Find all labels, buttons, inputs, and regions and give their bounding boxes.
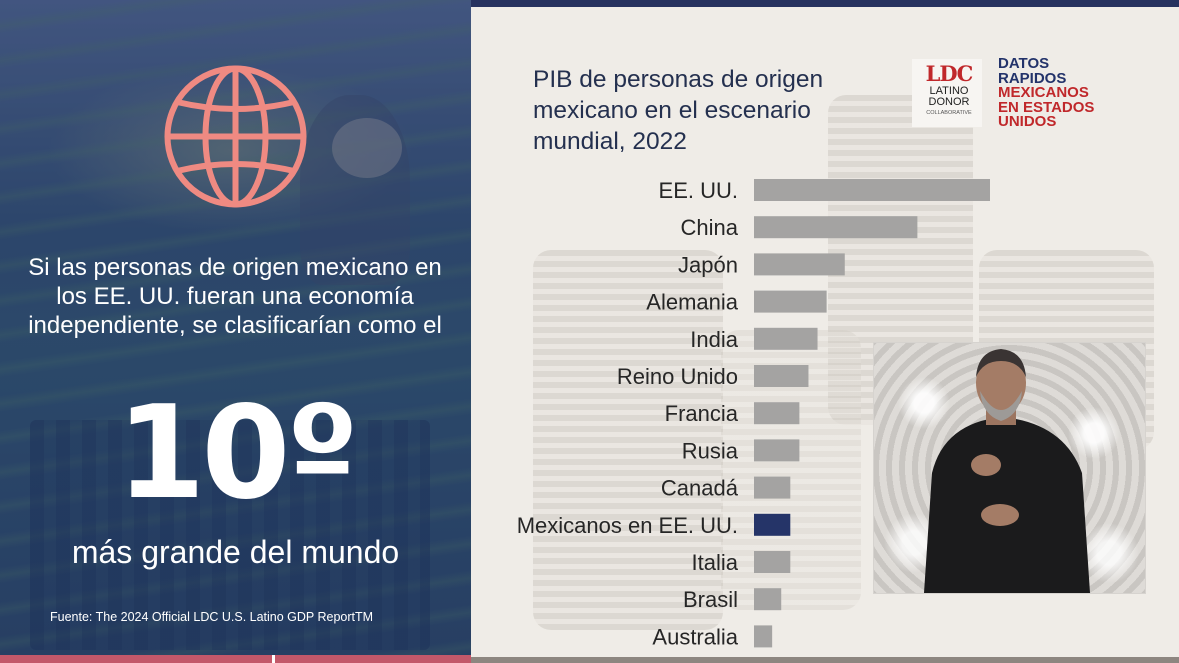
category-label: Japón xyxy=(678,252,738,277)
brand-line: RAPIDOS xyxy=(998,69,1067,87)
category-label: Alemania xyxy=(646,290,738,315)
bar xyxy=(754,290,827,313)
rank-subtitle: más grande del mundo xyxy=(71,534,400,570)
worker-silhouette xyxy=(300,95,410,285)
brand-line: UNIDOS xyxy=(998,113,1057,130)
bar xyxy=(754,513,791,536)
brand-line: DATOS xyxy=(998,55,1050,72)
category-label: Mexicanos en EE. UU. xyxy=(517,513,738,538)
lead-text: Si las personas de origen mexicano en lo… xyxy=(28,254,442,339)
category-label: Italia xyxy=(692,550,739,575)
bar xyxy=(754,402,800,425)
globe-icon xyxy=(164,65,307,208)
bar xyxy=(754,439,800,462)
ldc-logo: LDC LATINO DONOR COLLABORATIVE xyxy=(912,59,982,127)
sign-language-interpreter-video xyxy=(873,342,1146,594)
bar xyxy=(754,216,918,239)
logo-mark: LDC xyxy=(925,61,974,86)
chart-title: PIB de personas de origen mexicano en el… xyxy=(533,66,824,155)
right-panel: PIB de personas de origen mexicano en el… xyxy=(471,0,1179,663)
category-label: India xyxy=(690,327,738,352)
bar xyxy=(754,588,782,611)
bar xyxy=(754,551,791,573)
bar xyxy=(754,625,773,648)
bar xyxy=(754,179,990,201)
rank-number: 10º xyxy=(116,379,358,528)
bar xyxy=(754,253,845,276)
logo-line-collaborative: COLLABORATIVE xyxy=(926,110,972,116)
category-label: Francia xyxy=(665,401,739,426)
category-label: EE. UU. xyxy=(659,178,738,203)
bar xyxy=(754,327,818,350)
crate-background xyxy=(30,420,430,650)
category-label: Canadá xyxy=(661,476,739,501)
logo-line-donor: DONOR xyxy=(928,96,970,108)
category-label: Australia xyxy=(652,624,738,649)
bar xyxy=(754,365,809,387)
worker-hat xyxy=(332,118,402,178)
coin-stack-background xyxy=(533,250,723,630)
category-label: Brasil xyxy=(683,587,738,612)
brand-line: MEXICANOS xyxy=(998,84,1089,101)
progress-divider xyxy=(272,655,275,663)
interpreter-figure xyxy=(924,349,1090,593)
brand-title: DATOS RAPIDOS MEXICANOS EN ESTADOS UNIDO… xyxy=(998,55,1173,130)
bar xyxy=(754,476,791,499)
category-label: China xyxy=(681,215,739,240)
logo-line-latino: LATINO xyxy=(929,85,969,97)
bar-chart: EE. UU. China Japón Alemania India Reino Unid… xyxy=(517,178,990,649)
left-bottom-bar xyxy=(0,655,471,663)
source-note: Fuente: The 2024 Official LDC U.S. Latin… xyxy=(50,610,374,624)
category-label: Rusia xyxy=(682,438,739,463)
bottom-stripe xyxy=(471,657,1179,663)
top-stripe xyxy=(471,0,1179,7)
left-panel: Si las personas de origen mexicano en lo… xyxy=(0,0,471,663)
brand-line: EN ESTADOS xyxy=(998,98,1095,116)
category-label: Reino Unido xyxy=(617,364,738,389)
